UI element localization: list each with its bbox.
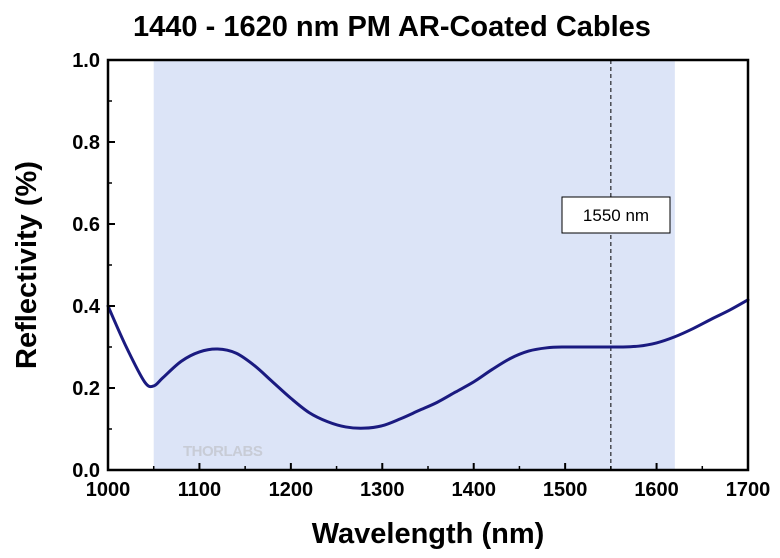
x-tick-label: 1100	[178, 479, 221, 501]
annotation-box	[561, 196, 671, 234]
y-tick-label: 0.8	[72, 132, 100, 154]
y-tick-label: 0.0	[72, 460, 100, 482]
x-tick-label: 1700	[726, 479, 771, 501]
reflectivity-series-line	[106, 298, 750, 430]
y-axis-title: Reflectivity (%)	[11, 161, 43, 369]
thorlabs-watermark: THORLABS	[183, 443, 263, 460]
x-tick-label: 1400	[451, 479, 496, 501]
x-tick-label: 1200	[269, 479, 314, 501]
y-tick-label: 0.6	[72, 214, 100, 236]
chart-title: 1440 - 1620 nm PM AR-Coated Cables	[133, 11, 651, 43]
annotation-label: 1550 nm	[583, 206, 649, 225]
highlight-band	[153, 60, 675, 470]
y-tick-label: 0.4	[72, 296, 101, 318]
y-axis: 0.0 0.2 0.4 0.6 0.8 1.0	[72, 50, 115, 482]
y-tick-label: 1.0	[72, 50, 100, 72]
x-tick-label: 1000	[86, 479, 131, 501]
x-tick-label: 1500	[543, 479, 588, 501]
y-tick-label: 0.2	[72, 378, 100, 400]
x-tick-label: 1600	[634, 479, 679, 501]
x-tick-label: 1300	[360, 479, 405, 501]
x-axis: 1000 1100 1200 1300 1400 1500 1600 1700	[86, 463, 771, 501]
marker-annotation: 1550 nm	[561, 196, 671, 234]
x-axis-title: Wavelength (nm)	[312, 518, 545, 550]
